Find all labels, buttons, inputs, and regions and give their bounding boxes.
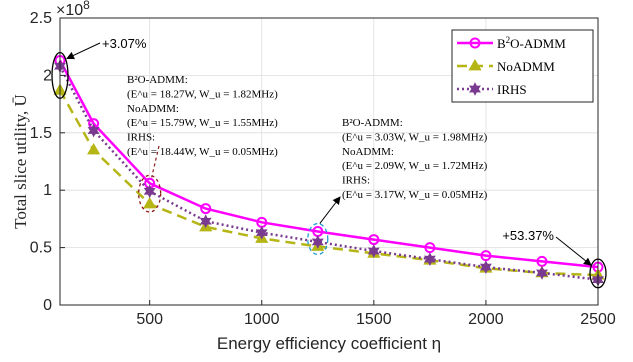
x-tick-label: 500 <box>136 311 163 328</box>
data-point <box>255 225 268 240</box>
legend-label-base: B <box>497 36 506 51</box>
legend-marker <box>469 82 481 96</box>
legend-label-rest: O-ADMM <box>510 36 566 51</box>
x-tick-label: 2000 <box>468 311 504 328</box>
data-point <box>368 234 380 246</box>
data-point <box>143 196 157 209</box>
annotation-line: (E^u = 15.79W, W_u = 1.55MHz) <box>127 117 278 129</box>
annotation-start-arrow <box>66 42 101 60</box>
y-exponent-power: 8 <box>83 0 90 12</box>
data-point <box>367 244 380 258</box>
legend-label: NoADMM <box>497 59 555 74</box>
annotation-line: (E^u = 18.44W, W_u = 0.05MHz) <box>127 146 278 158</box>
data-point <box>424 242 436 254</box>
annotation-line: IRHS: <box>342 175 370 187</box>
legend: B2O-ADMM NoADMM IRHS <box>451 29 594 103</box>
annotation-line: NoADMM: <box>342 146 394 158</box>
legend-label: IRHS <box>497 82 527 97</box>
axes: 500 1000 1500 2000 2500 0 0.5 1 1.5 2 2.5 ×108 Energ… <box>11 0 616 353</box>
y-tick-label: 0 <box>43 297 52 314</box>
series-line <box>58 59 599 269</box>
data-point <box>536 266 548 280</box>
data-point <box>87 143 101 155</box>
y-tick-label: 1.5 <box>30 125 52 142</box>
x-tick-label: 2500 <box>580 311 616 328</box>
highlight-ellipse-500 <box>138 174 162 213</box>
data-point <box>311 235 324 249</box>
annotation-end-pct: +53.37% <box>502 228 554 243</box>
legend-label-sup: 2 <box>506 35 511 45</box>
legend-marker <box>468 58 482 71</box>
data-point <box>423 252 436 266</box>
annotation-block-1250: B²O-ADMM: (E^u = 3.03W, W_u = 1.98MHz) NoA… <box>342 117 488 201</box>
data-point <box>143 184 156 199</box>
annotations: +3.07% +53.37% B²O-ADMM: (E^u = 18.27W, W_u… <box>51 36 607 289</box>
y-axis-label: Total slice utility, Ū <box>11 94 30 229</box>
annotation-line: B²O-ADMM: <box>127 74 188 86</box>
legend-item-1: NoADMM <box>457 58 555 74</box>
y-tick-label: 1 <box>43 182 52 199</box>
annotation-line: IRHS: <box>127 132 155 144</box>
data-point <box>479 260 492 274</box>
highlight-ellipse-end <box>589 258 607 289</box>
data-point <box>199 214 212 229</box>
annotation-line: (E^u = 3.17W, W_u = 0.05MHz) <box>342 189 488 201</box>
y-tick-label: 0.5 <box>30 240 52 257</box>
y-exponent-label: ×108 <box>56 0 90 19</box>
series-line <box>58 65 599 281</box>
annotation-line: B²O-ADMM: <box>342 117 403 129</box>
y-tick-label: 2.5 <box>30 10 52 27</box>
annotation-line: NoADMM: <box>127 103 179 115</box>
series-0 <box>54 54 604 273</box>
legend-label: B2O-ADMM <box>497 35 566 51</box>
x-tick-label: 1500 <box>356 311 392 328</box>
y-tick-label: 2 <box>43 67 52 84</box>
annotation-connector-500 <box>151 145 160 178</box>
plot-frame <box>59 17 599 306</box>
legend-marker <box>469 37 481 49</box>
annotation-arrow-1250 <box>319 196 341 224</box>
annotation-end-arrow <box>555 236 592 266</box>
x-tick-label: 1000 <box>244 311 280 328</box>
annotation-start-pct: +3.07% <box>102 36 147 51</box>
highlight-ellipse-start <box>51 51 69 99</box>
legend-item-0: B2O-ADMM <box>457 35 566 51</box>
annotation-line: (E^u = 18.27W, W_u = 1.82MHz) <box>127 88 278 100</box>
data-point <box>480 250 492 262</box>
data-point <box>200 203 212 215</box>
data-point <box>87 123 100 138</box>
series-layer <box>53 54 605 287</box>
legend-item-2: IRHS <box>457 82 527 97</box>
x-axis-label: Energy efficiency coefficient η <box>217 334 441 353</box>
annotation-line: (E^u = 2.09W, W_u = 1.72MHz) <box>342 160 488 172</box>
annotation-line: (E^u = 3.03W, W_u = 1.98MHz) <box>342 131 488 143</box>
highlight-ellipse-1250 <box>307 222 329 256</box>
annotation-block-500: B²O-ADMM: (E^u = 18.27W, W_u = 1.82MHz) No… <box>127 74 278 158</box>
y-exponent-base: ×10 <box>56 2 83 19</box>
